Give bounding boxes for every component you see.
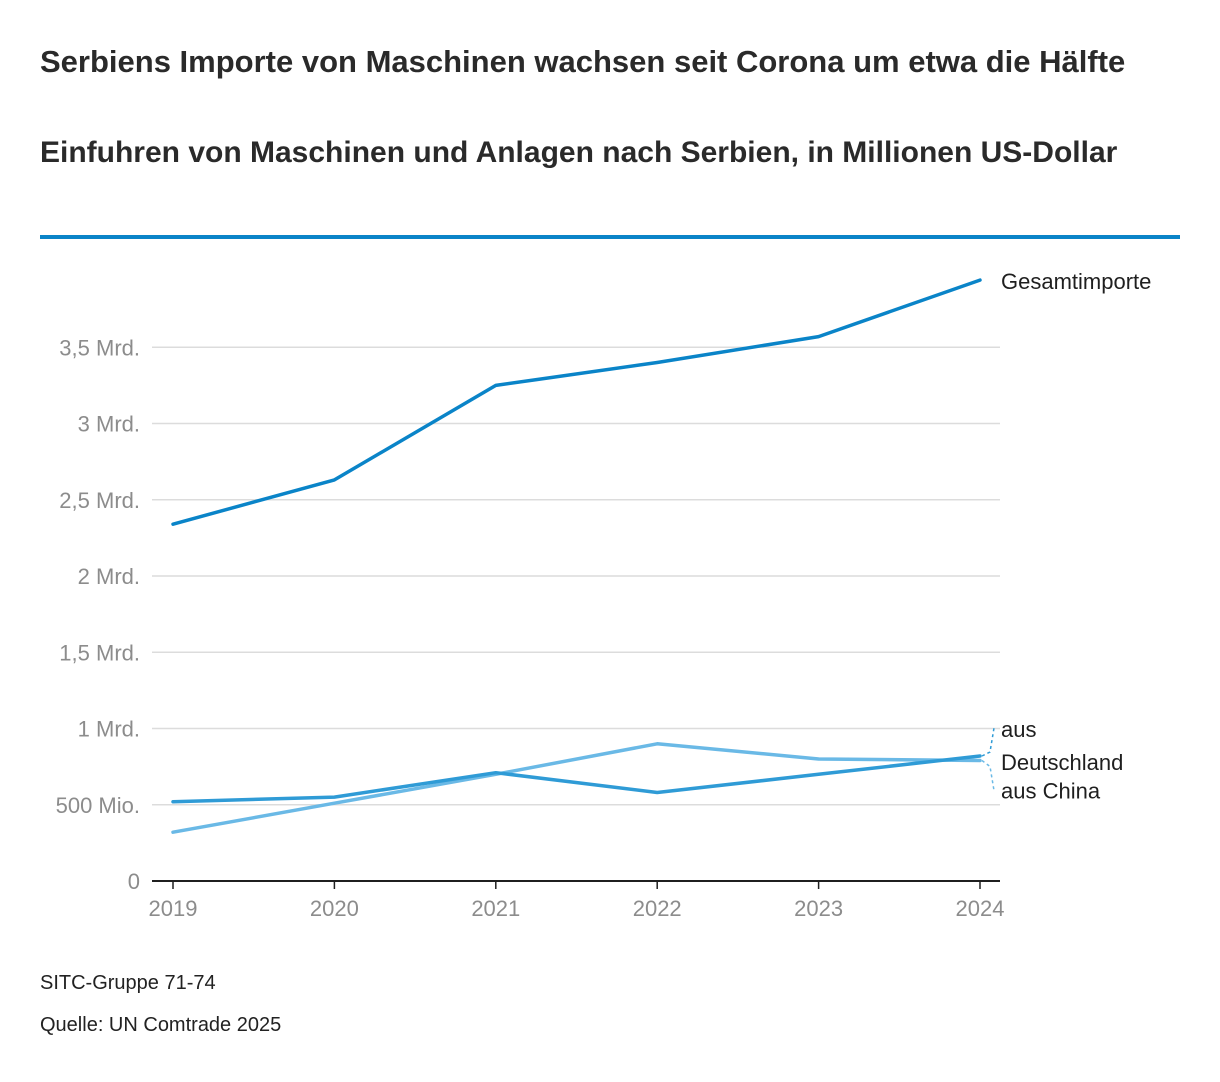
x-tick-label: 2024	[956, 896, 1005, 921]
y-tick-label: 2 Mrd.	[78, 564, 140, 589]
grid-lines	[152, 346, 1000, 806]
series-lines	[171, 278, 982, 834]
source-note: Quelle: UN Comtrade 2025	[40, 1014, 282, 1036]
x-tick-label: 2021	[471, 896, 520, 921]
y-tick-label: 3 Mrd.	[78, 412, 140, 437]
series-label-aus: aus	[1001, 717, 1036, 742]
y-tick-label: 2,5 Mrd.	[59, 488, 140, 513]
series-label-aus-china: aus China	[1001, 779, 1101, 804]
x-tick-label: 2022	[633, 896, 682, 921]
footnote: SITC-Gruppe 71-74	[40, 972, 216, 994]
chart-subtitle: Einfuhren von Maschinen und Anlagen nach…	[40, 136, 1118, 169]
y-tick-label: 1,5 Mrd.	[59, 640, 140, 665]
series-line-gesamtimporte	[171, 278, 982, 526]
y-tick-label: 0	[128, 869, 140, 894]
y-tick-label: 500 Mio.	[56, 793, 140, 818]
china-leader-line	[981, 759, 995, 791]
x-tick-label: 2019	[149, 896, 198, 921]
header-divider	[40, 235, 1180, 239]
x-tick-label: 2023	[794, 896, 843, 921]
series-label-deutschland: Deutschland	[1001, 750, 1123, 775]
y-tick-label: 3,5 Mrd.	[59, 335, 140, 360]
deutschland-leader-line	[981, 727, 995, 757]
y-axis-ticks: 0 500 Mio. 1 Mrd. 1,5 Mrd. 2 Mrd. 2,5 Mrd. 3 M…	[56, 335, 140, 894]
x-axis-ticks: 2019 2020 2021 2022 2023 2024	[149, 881, 1005, 921]
series-labels: Gesamtimporte aus Deutschland aus China	[981, 269, 1151, 804]
series-label-gesamtimporte: Gesamtimporte	[1001, 269, 1151, 294]
series-line-aus-deutschland	[171, 754, 982, 804]
x-tick-label: 2020	[310, 896, 359, 921]
series-line-aus-china	[171, 742, 982, 834]
y-tick-label: 1 Mrd.	[78, 717, 140, 742]
chart-title: Serbiens Importe von Maschinen wachsen s…	[40, 44, 1126, 79]
